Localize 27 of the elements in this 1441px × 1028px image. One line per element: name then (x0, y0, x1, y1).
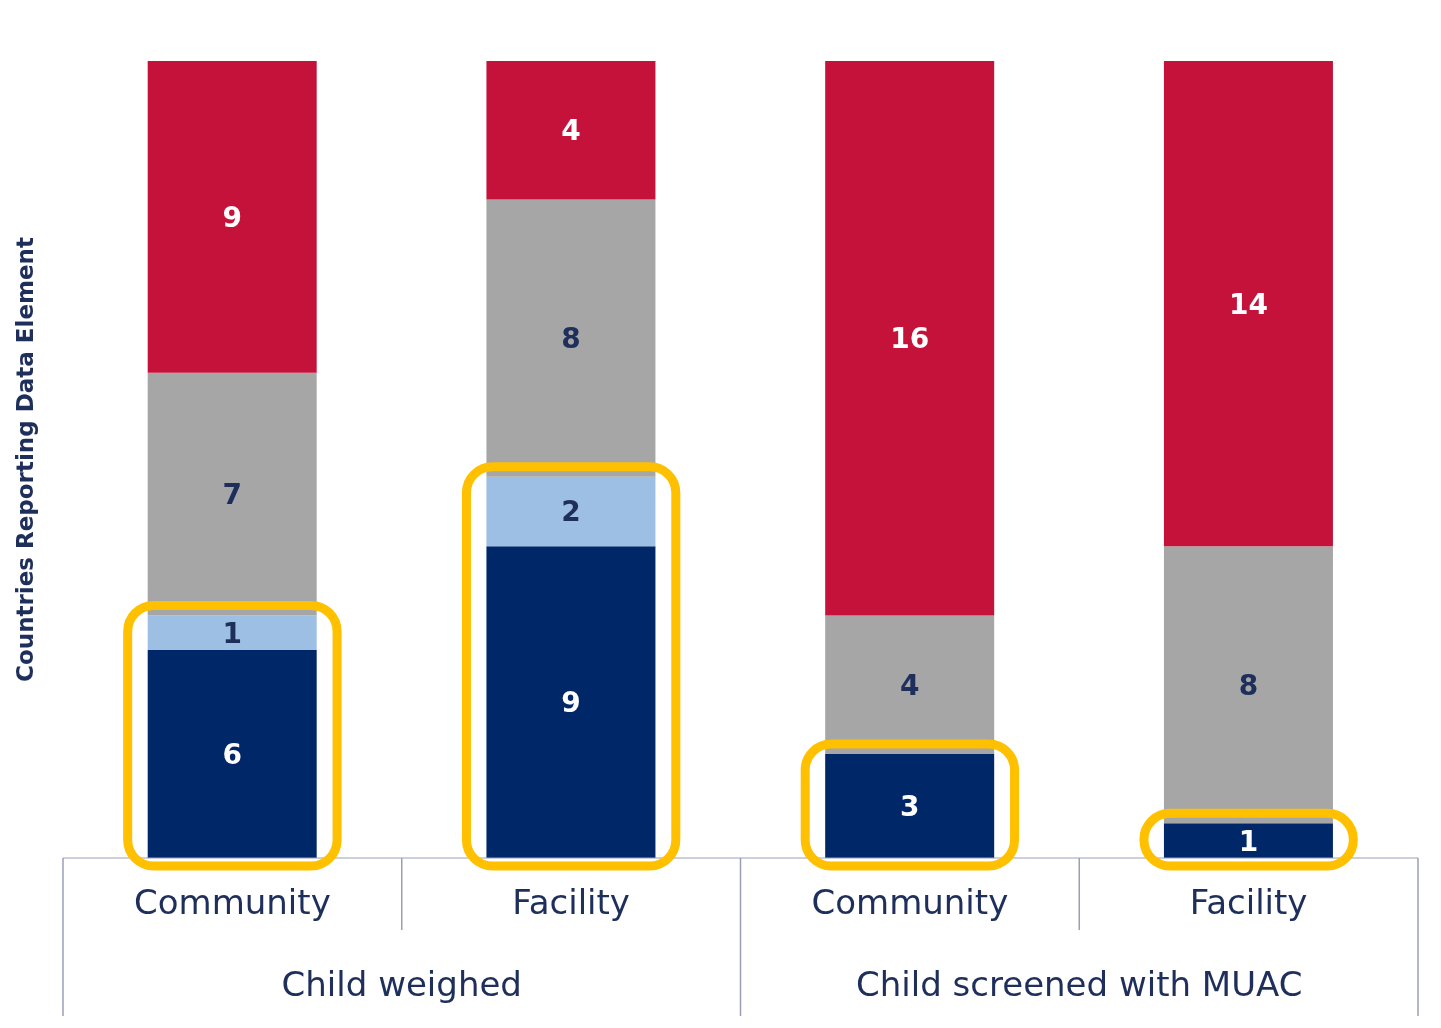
bar (147, 615, 317, 651)
x-tick-label: Community (133, 882, 331, 922)
data-label: 9 (561, 686, 581, 720)
x-tick-label: Facility (1189, 882, 1308, 922)
data-label: 1 (222, 616, 242, 650)
data-label: 6 (222, 737, 242, 771)
data-label: 4 (561, 114, 581, 148)
text: Child weighed (281, 964, 522, 1004)
bar (486, 61, 656, 200)
data-label: 8 (561, 322, 581, 356)
data-label: 2 (561, 495, 581, 529)
data-label: 7 (222, 478, 242, 512)
bar (825, 61, 995, 616)
bar (486, 476, 656, 547)
data-label: 16 (890, 322, 930, 356)
y-axis-title: Countries Reporting Data Element (12, 237, 39, 682)
data-label: 8 (1238, 668, 1259, 702)
data-label: 3 (899, 789, 920, 823)
data-label: 14 (1228, 287, 1268, 321)
x-tick-label: Community (811, 882, 1009, 922)
data-label: 4 (899, 668, 920, 702)
bar (1163, 61, 1333, 547)
data-label: 1 (1238, 824, 1259, 858)
bar (147, 61, 317, 373)
text: Child screened with MUAC (856, 964, 1303, 1004)
x-tick-label: Facility (512, 882, 631, 922)
data-label: 9 (222, 200, 242, 234)
